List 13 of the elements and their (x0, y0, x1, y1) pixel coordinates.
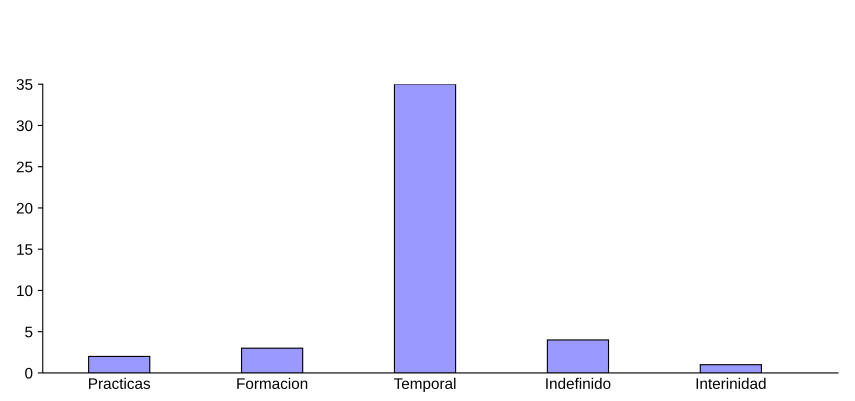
y-tick-label: 20 (16, 202, 32, 214)
x-tick-label: Practicas (89, 378, 150, 390)
y-tick-label: 0 (25, 368, 32, 379)
y-tick-label: 30 (16, 120, 32, 132)
y-tick-label: 10 (17, 285, 32, 296)
x-tick-label: Formacion (237, 378, 308, 390)
y-tick-label: 35 (16, 79, 32, 90)
x-tick-label: Interinidad (696, 378, 766, 390)
x-tick-label: Indefinido (546, 378, 610, 390)
y-tick-label: 25 (16, 162, 32, 172)
y-tick-label: 15 (17, 244, 32, 255)
x-tick-label: Temporal (394, 378, 456, 392)
y-tick-label: 5 (25, 326, 32, 338)
